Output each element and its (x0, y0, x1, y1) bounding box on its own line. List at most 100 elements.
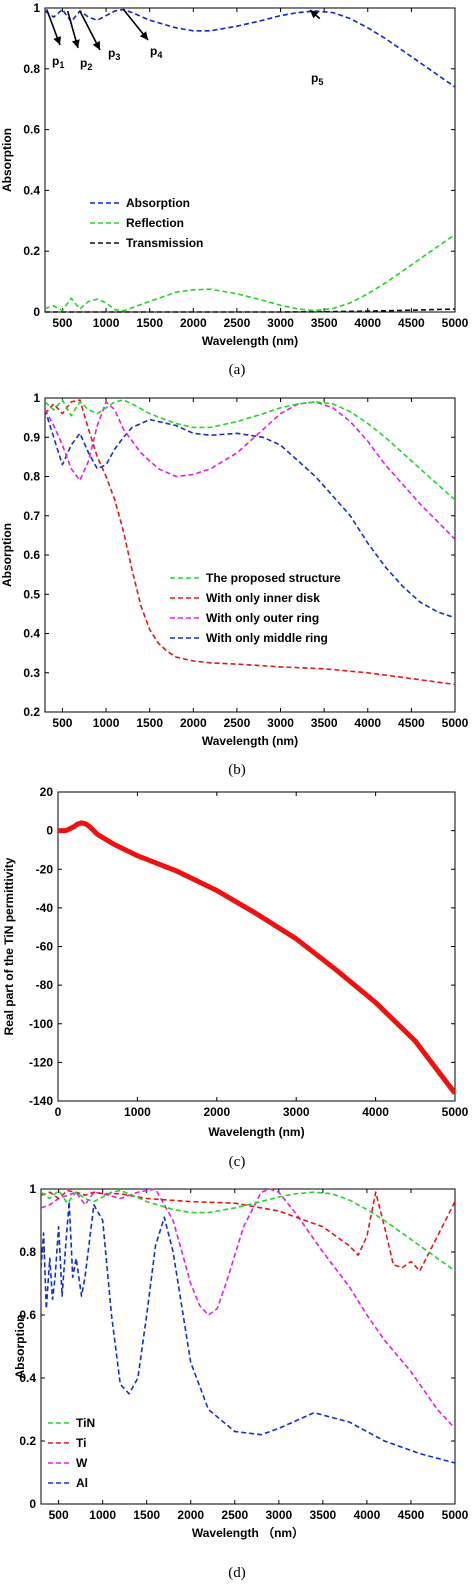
y-tick-label: 0.8 (23, 62, 40, 76)
x-tick-label: 1000 (124, 1105, 151, 1119)
panel-label: (d) (228, 1565, 246, 1581)
series-line-with-only-outer-ring (45, 401, 455, 540)
plot-frame (44, 7, 456, 313)
y-tick-label: -20 (36, 862, 54, 876)
y-axis-label: Real part of the TiN permittivity (2, 857, 16, 1035)
x-tick-label: 2000 (203, 1105, 230, 1119)
legend-entry: The proposed structure (206, 571, 341, 585)
y-tick-label: 0.8 (19, 1245, 36, 1259)
peak-label: p5 (311, 71, 323, 87)
chart-a: 500 1000 1500 2000 2500 3000 3500 4000 4500 5000 0… (0, 1, 469, 378)
y-tick-label: -120 (29, 1055, 53, 1069)
legend-entry: With only middle ring (206, 631, 328, 645)
y-tick-label: -100 (29, 1017, 53, 1031)
peak-label: p4 (150, 44, 162, 60)
series-line-with-only-inner-disk (45, 399, 455, 686)
x-tick-label: 2000 (180, 716, 207, 730)
y-tick-label: 0 (29, 1497, 36, 1511)
x-axis-label: Wavelength (nm) (202, 734, 298, 748)
series-line-transmission (45, 308, 455, 313)
legend-entry: Transmission (126, 236, 203, 250)
y-tick-label: 0.9 (23, 430, 40, 444)
y-tick-label: 0.4 (19, 1371, 36, 1385)
chart-d: 500 1000 1500 2000 2500 3000 3500 4000 4500 5000 0… (13, 1182, 469, 1581)
y-tick-label: -40 (36, 901, 54, 915)
legend-entry: With only inner disk (206, 591, 320, 605)
panel-label: (a) (229, 362, 246, 378)
x-tick-label: 2000 (177, 1508, 204, 1522)
y-tick-label: 0.4 (23, 627, 40, 641)
peak-label: p1 (52, 54, 64, 70)
y-tick-label: 0.6 (23, 123, 40, 137)
series-line-w (41, 1188, 455, 1429)
x-tick-label: 4500 (398, 1508, 425, 1522)
peak-label: p2 (80, 56, 92, 72)
y-tick-label: 20 (40, 785, 54, 799)
arrow-head (53, 36, 61, 45)
x-tick-label: 5000 (442, 716, 469, 730)
x-tick-label: 5000 (442, 1508, 469, 1522)
chart-b: 500 1000 1500 2000 2500 3000 3500 4000 4500 5000 0… (0, 391, 469, 778)
chart-c: 0 1000 2000 3000 4000 5000 -140 -120 -100 -80 -60 -… (2, 785, 469, 1170)
y-tick-label: -140 (29, 1094, 53, 1108)
series-line-al (41, 1200, 455, 1464)
x-tick-label: 2000 (180, 316, 207, 330)
x-axis-label: Wavelength (nm) (208, 1125, 304, 1139)
x-axis-label: Wavelength （nm） (192, 1525, 304, 1540)
y-tick-label: 0.3 (23, 666, 40, 680)
series-line-absorption (45, 8, 455, 88)
y-axis-label: Absorption (0, 128, 14, 192)
x-tick-label: 4500 (398, 716, 425, 730)
y-tick-label: 0.6 (19, 1308, 36, 1322)
arrow-head (139, 31, 148, 40)
y-tick-label: 0.8 (23, 470, 40, 484)
series-line-with-only-middle-ring (45, 409, 455, 619)
plot-frame (40, 1188, 456, 1505)
x-tick-label: 4500 (398, 316, 425, 330)
plot-frame (57, 791, 456, 1102)
x-axis-label: Wavelength (nm) (202, 334, 298, 348)
x-tick-label: 2500 (224, 716, 251, 730)
x-tick-label: 3500 (311, 716, 338, 730)
y-tick-label: -60 (36, 940, 54, 954)
legend-entry: Absorption (126, 196, 190, 210)
x-tick-label: 1500 (136, 316, 163, 330)
y-axis-label: Absorption (0, 523, 14, 587)
panel-label: (b) (228, 762, 246, 778)
legend-entry: Al (76, 1476, 88, 1490)
x-tick-label: 1500 (136, 716, 163, 730)
arrow-head (92, 41, 100, 50)
x-tick-label: 3000 (265, 1508, 292, 1522)
legend-entry: With only outer ring (206, 611, 319, 625)
legend-entry: W (76, 1456, 88, 1470)
x-tick-label: 0 (55, 1105, 62, 1119)
arrow-head (71, 39, 80, 48)
x-tick-label: 3000 (283, 1105, 310, 1119)
y-tick-label: 0.6 (23, 548, 40, 562)
x-tick-label: 2500 (224, 316, 251, 330)
y-tick-label: 0.5 (23, 587, 40, 601)
y-tick-label: 0.2 (23, 705, 40, 719)
y-tick-label: 0.2 (23, 244, 40, 258)
y-tick-label: 1 (33, 391, 40, 405)
series-line-tin (41, 1189, 455, 1272)
legend-entry: Reflection (126, 216, 184, 230)
x-tick-label: 3500 (310, 1508, 337, 1522)
y-tick-label: 1 (29, 1182, 36, 1196)
y-tick-label: 1 (33, 1, 40, 15)
x-tick-label: 5000 (442, 1105, 469, 1119)
y-tick-label: 0.4 (23, 183, 40, 197)
x-tick-label: 3000 (267, 716, 294, 730)
y-tick-label: 0 (33, 305, 40, 319)
y-axis-label: Absorption (13, 1315, 27, 1379)
x-tick-label: 2500 (221, 1508, 248, 1522)
panel-label: (c) (229, 1154, 246, 1170)
x-tick-label: 5000 (442, 316, 469, 330)
x-tick-label: 1000 (89, 1508, 116, 1522)
x-tick-label: 500 (52, 316, 72, 330)
x-tick-label: 4000 (354, 716, 381, 730)
arrow-head (310, 10, 319, 19)
x-tick-label: 500 (49, 1508, 69, 1522)
y-tick-label: 0 (46, 824, 53, 838)
